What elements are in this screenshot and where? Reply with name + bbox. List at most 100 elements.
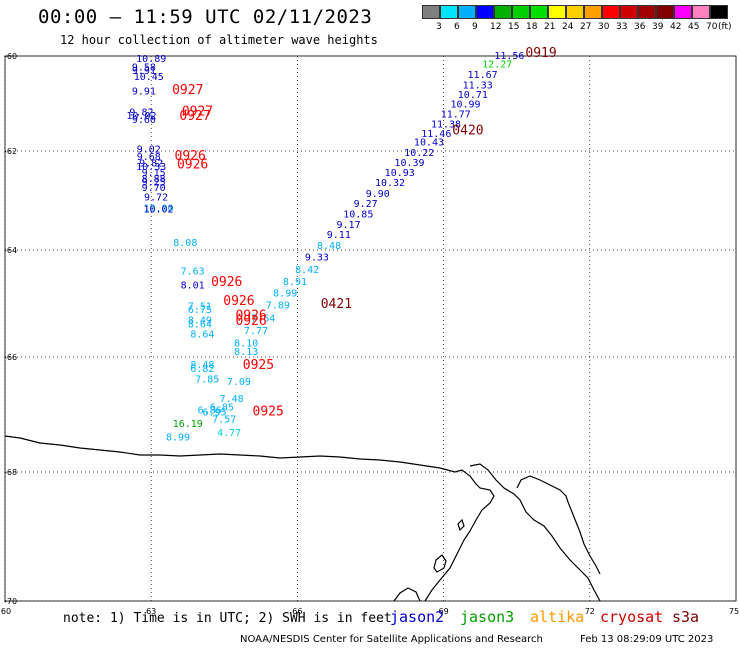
- coastline: [4, 435, 601, 602]
- wave-height-label: 6.85: [210, 402, 234, 413]
- latitude-tick-label: -70: [4, 597, 17, 606]
- satellite-legend-jason3: jason3: [460, 608, 515, 626]
- time-label: 0927: [182, 104, 213, 119]
- page-title: 00:00 – 11:59 UTC 02/11/2023: [38, 6, 373, 28]
- wave-height-label: 6.75: [188, 305, 212, 316]
- colorbar-label: 33: [616, 22, 628, 32]
- wave-height-label: 8.48: [317, 241, 341, 252]
- wave-height-label: 7.09: [227, 377, 251, 388]
- wave-height-label: 9.17: [337, 220, 361, 231]
- wave-height-label: 8.10: [234, 338, 258, 349]
- longitude-tick-label: 60: [1, 607, 11, 616]
- time-label: 0926: [223, 294, 254, 309]
- colorbar-swatch: [530, 5, 548, 19]
- wave-height-label: 10.45: [134, 72, 164, 83]
- colorbar-swatch: [548, 5, 566, 19]
- wave-height-label: 12.27: [482, 59, 512, 70]
- footer-credit: NOAA/NESDIS Center for Satellite Applica…: [240, 634, 543, 645]
- wave-height-label: 10.93: [385, 168, 415, 179]
- wave-height-label: 9.91: [132, 66, 156, 77]
- wave-height-label: 8.91: [283, 277, 307, 288]
- wave-height-label: 7.57: [212, 415, 236, 426]
- wave-height-label: 10.85: [343, 209, 373, 220]
- latitude-tick-label: -60: [4, 52, 17, 61]
- time-label: 0926: [235, 314, 266, 329]
- wave-height-label: 10.00: [143, 203, 173, 214]
- colorbar-swatch: [674, 5, 692, 19]
- wave-height-label: 8.64: [190, 330, 214, 341]
- wave-height-label: 11.33: [463, 80, 493, 91]
- colorbar-label: 36: [634, 22, 646, 32]
- colorbar-label: 15: [508, 22, 520, 32]
- colorbar-label: 18: [526, 22, 538, 32]
- colorbar-label: 3: [436, 22, 442, 32]
- wave-height-label: 10.32: [375, 178, 405, 189]
- satellite-legend-jason2: jason2: [390, 608, 445, 626]
- latitude-tick-label: -62: [4, 147, 17, 156]
- wave-height-label: 8.48: [190, 360, 214, 371]
- longitude-tick-label: 72: [585, 607, 595, 616]
- wave-height-label: 8.99: [273, 289, 297, 300]
- colorbar-label: 39: [652, 22, 664, 32]
- wave-height-label: 9.91: [132, 86, 156, 97]
- wave-height-label: 6.95: [203, 408, 227, 419]
- time-label: 0927: [179, 109, 210, 124]
- colorbar-swatch: [602, 5, 620, 19]
- time-label: 0926: [175, 149, 206, 164]
- wave-height-label: 7.48: [220, 394, 244, 405]
- latitude-tick-label: -64: [4, 246, 17, 255]
- wave-height-label: 8.49: [188, 315, 212, 326]
- wave-height-label: 7.77: [244, 326, 268, 337]
- colorbar-swatch: [458, 5, 476, 19]
- colorbar-label: 21: [544, 22, 556, 32]
- wave-height-label: 8.88: [142, 174, 166, 185]
- wave-height-label: 9.90: [366, 189, 390, 200]
- page-subtitle: 12 hour collection of altimeter wave hei…: [60, 33, 378, 47]
- wave-height-label: 11.56: [494, 51, 524, 62]
- wave-height-label: 10.02: [126, 111, 156, 122]
- wave-height-label: 9.72: [144, 193, 168, 204]
- wave-height-label: 7.64: [251, 314, 275, 325]
- time-label: 0925: [243, 358, 274, 373]
- wave-height-label: 7.63: [181, 267, 205, 278]
- time-label: 0919: [525, 46, 556, 61]
- map-gridlines: [4, 55, 737, 602]
- time-label: 0421: [321, 297, 352, 312]
- wave-height-label: 9.70: [142, 183, 166, 194]
- wave-height-label: 10.89: [136, 54, 166, 65]
- time-label: 0927: [172, 83, 203, 98]
- wave-height-label: 10.33: [136, 162, 166, 173]
- colorbar-label: 27: [580, 22, 592, 32]
- wave-height-label: 11.77: [441, 109, 471, 120]
- wave-height-label: 7.85: [195, 374, 219, 385]
- wave-height-label: 8.99: [166, 432, 190, 443]
- colorbar-label: 6: [454, 22, 460, 32]
- wave-height-label: 9.15: [142, 168, 166, 179]
- wave-height-label: 8.13: [234, 347, 258, 358]
- map-frame: [4, 55, 737, 602]
- wave-height-label: 7.51: [188, 301, 212, 312]
- longitude-tick-label: 66: [292, 607, 302, 616]
- colorbar-unit: (ft): [718, 22, 732, 32]
- wave-height-label: 9.68: [137, 152, 161, 163]
- time-label: 0420: [452, 123, 483, 138]
- colorbar-swatch: [422, 5, 440, 19]
- footer-timestamp: Feb 13 08:29:09 UTC 2023: [580, 634, 714, 645]
- satellite-legend-s3a: s3a: [672, 608, 700, 626]
- axis-tick-labels: 60 63 66 69 72 75 -60 -62 -64 -66 -68 -70: [1, 52, 739, 616]
- latitude-tick-label: -68: [4, 468, 17, 477]
- time-label: 0926: [211, 275, 242, 290]
- wave-height-label: 9.82: [129, 107, 153, 118]
- colorbar-swatch: [584, 5, 602, 19]
- wave-height-label: 6.86: [198, 405, 222, 416]
- wave-height-label: 11.46: [421, 129, 451, 140]
- wave-height-label: 11.67: [468, 70, 498, 81]
- wave-height-label: 9.27: [354, 199, 378, 210]
- colorbar-label: 42: [670, 22, 682, 32]
- colorbar-swatch: [476, 5, 494, 19]
- colorbar-label: 45: [688, 22, 700, 32]
- colorbar-swatch: [710, 5, 728, 19]
- wave-height-label: 9.60: [132, 115, 156, 126]
- colorbar-swatch: [638, 5, 656, 19]
